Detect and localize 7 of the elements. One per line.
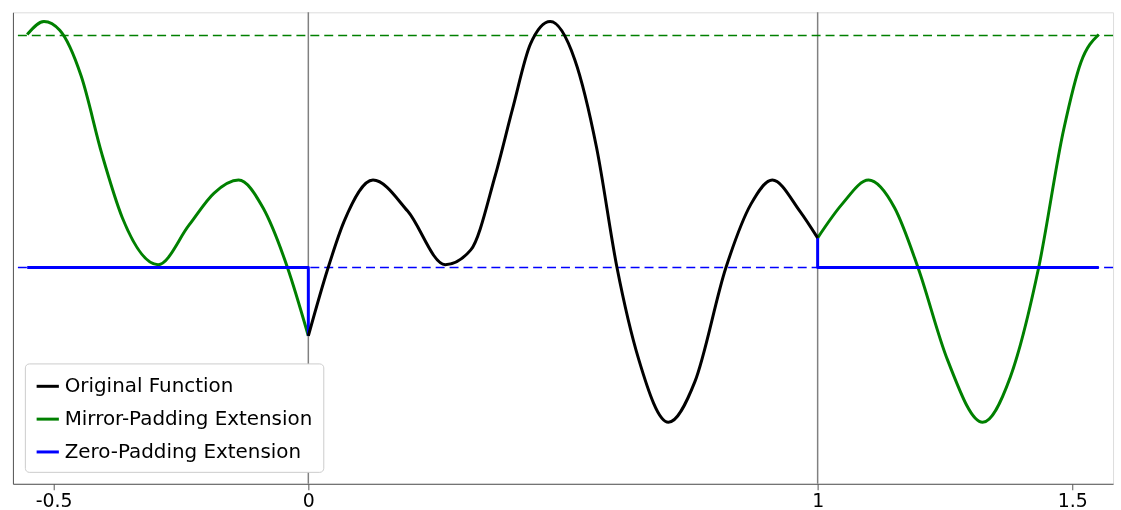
- x-tick-label: 1.5: [1057, 489, 1088, 510]
- x-tick-label: 0: [302, 489, 315, 510]
- legend-label: Mirror-Padding Extension: [64, 407, 313, 431]
- legend-label: Original Function: [64, 374, 234, 398]
- legend-label: Zero-Padding Extension: [64, 439, 302, 463]
- x-tick-label: 1: [812, 489, 825, 510]
- x-tick-label: -0.5: [35, 489, 73, 510]
